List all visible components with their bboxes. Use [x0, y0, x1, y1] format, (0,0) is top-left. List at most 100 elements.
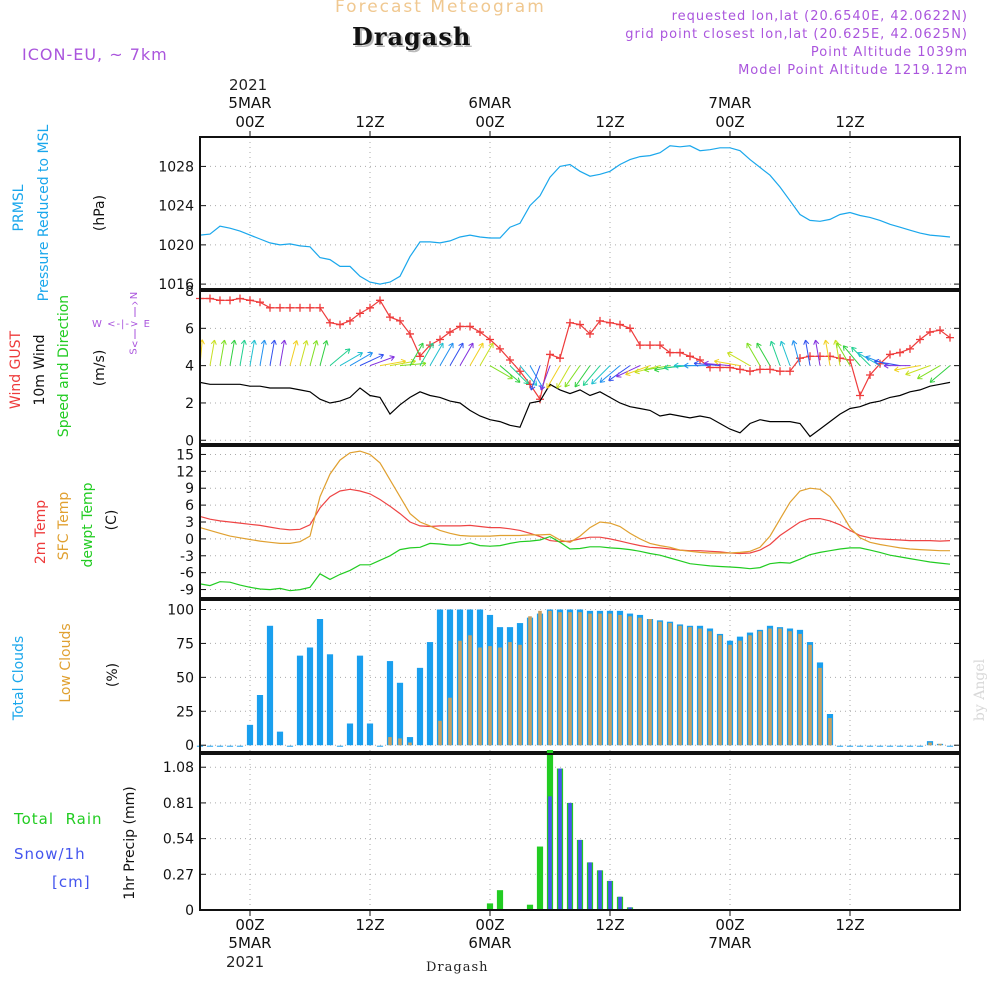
gust-marker: [756, 365, 764, 374]
wind-arrow: [409, 342, 424, 366]
series-10m-wind: [199, 381, 951, 438]
wind-arrow: [279, 339, 286, 366]
wind-arrow-head: [292, 340, 299, 346]
bar-total-clouds: [356, 655, 364, 746]
gust-marker: [906, 344, 914, 353]
bar-total-clouds: [256, 695, 264, 746]
bar-low-clouds: [558, 612, 562, 746]
wind-arrow-head: [378, 353, 384, 360]
bar-total-clouds: [306, 647, 314, 746]
wind-arrow: [894, 365, 921, 371]
gridpoint-coords: grid point closest lon,lat (20.625E, 42.…: [625, 27, 968, 42]
wind-arrow: [319, 340, 328, 366]
bar-low-clouds: [788, 631, 792, 746]
wind-arrow: [289, 340, 298, 366]
y-tick-label: 9: [185, 481, 194, 497]
wind-arrow-head: [302, 340, 309, 346]
bar-low-clouds: [628, 616, 632, 746]
top-year-label: 2021: [229, 76, 268, 94]
wind-arrow: [792, 340, 801, 366]
wind-arrow-head: [546, 383, 552, 389]
bar-snow: [558, 768, 562, 910]
wind-arrow-head: [574, 381, 580, 388]
wind-arrow: [239, 339, 246, 366]
y-tick-label: 0: [185, 433, 194, 449]
bottom-hour-label: 00Z: [715, 916, 744, 934]
bar-low-clouds: [438, 720, 442, 746]
bar-low-clouds: [668, 623, 672, 746]
wind-arrow: [746, 342, 761, 366]
wind-arrow-head: [210, 339, 217, 345]
y-tick-label: -3: [180, 549, 194, 565]
panel-2: [196, 290, 961, 445]
gust-marker: [616, 320, 624, 329]
panel-1: [199, 136, 961, 290]
wind-arrow: [369, 356, 395, 367]
gust-marker: [456, 322, 464, 331]
wind-arrow-head: [823, 339, 830, 345]
wind-arrow-head: [458, 342, 464, 349]
gust-marker: [806, 352, 814, 361]
gust-marker: [416, 352, 424, 361]
wind-arrow-head: [616, 372, 622, 378]
bar-low-clouds: [648, 619, 652, 746]
top-hour-label: 00Z: [235, 113, 264, 131]
y-tick-label: 3: [185, 515, 194, 531]
wind-arrow: [499, 365, 521, 383]
wind-arrow: [625, 365, 651, 375]
wind-arrow-head: [367, 352, 373, 358]
gust-marker: [796, 354, 804, 363]
bar-low-clouds: [608, 613, 612, 746]
bar-snow: [588, 862, 592, 910]
y-tick-label: 0.81: [163, 796, 194, 812]
y-tick-label: -6: [180, 566, 194, 582]
bar-low-clouds: [828, 718, 832, 746]
gust-marker: [856, 391, 864, 400]
wind-arrow: [459, 342, 474, 366]
wind-arrow-head: [230, 339, 237, 345]
wind-arrow: [359, 354, 384, 367]
wind-arrow: [219, 339, 226, 366]
y-tick-label: 1016: [158, 277, 194, 293]
wind-arrow-head: [322, 340, 329, 346]
wind-arrow-head: [514, 377, 521, 383]
bar-total-clouds: [446, 609, 454, 746]
wind-arrow: [479, 342, 494, 366]
series-sfc-temp: [199, 450, 950, 554]
panel-3: [199, 445, 961, 599]
bar-low-clouds: [738, 640, 742, 746]
bottom-hour-label: 12Z: [595, 916, 624, 934]
bar-low-clouds: [518, 644, 522, 746]
bar-snow: [628, 907, 632, 910]
bar-rain: [496, 890, 504, 910]
bar-low-clouds: [618, 614, 622, 746]
gust-marker: [236, 294, 244, 303]
wind-arrow-head: [220, 339, 227, 345]
bar-rain: [536, 846, 544, 910]
bar-total-clouds: [386, 661, 394, 746]
gust-marker: [896, 348, 904, 357]
y-tick-label: 6: [185, 321, 194, 337]
wind-arrow: [574, 365, 591, 388]
wind-arrow: [229, 339, 236, 366]
bottom-date-label: 5MAR: [228, 934, 271, 952]
gust-marker: [476, 328, 484, 337]
wind-arrow: [857, 352, 881, 367]
wind-arrow-head: [556, 383, 562, 389]
compass-vertical-icon: ^ v: [131, 301, 139, 349]
gust-marker: [766, 365, 774, 374]
gust-marker: [466, 322, 474, 331]
wind-arrow: [564, 365, 581, 388]
wind-arrow-head: [529, 385, 536, 391]
wind-arrow: [694, 362, 721, 367]
panel-4: [196, 599, 961, 753]
wind-arrow: [329, 348, 351, 367]
wind-arrow: [804, 339, 811, 366]
bar-total-clouds: [276, 731, 284, 746]
bar-low-clouds: [718, 635, 722, 746]
gust-marker: [346, 316, 354, 325]
wind-arrow: [591, 365, 611, 385]
bar-total-clouds: [346, 723, 354, 746]
wind-arrow-head: [523, 379, 529, 385]
gust-marker: [446, 328, 454, 337]
